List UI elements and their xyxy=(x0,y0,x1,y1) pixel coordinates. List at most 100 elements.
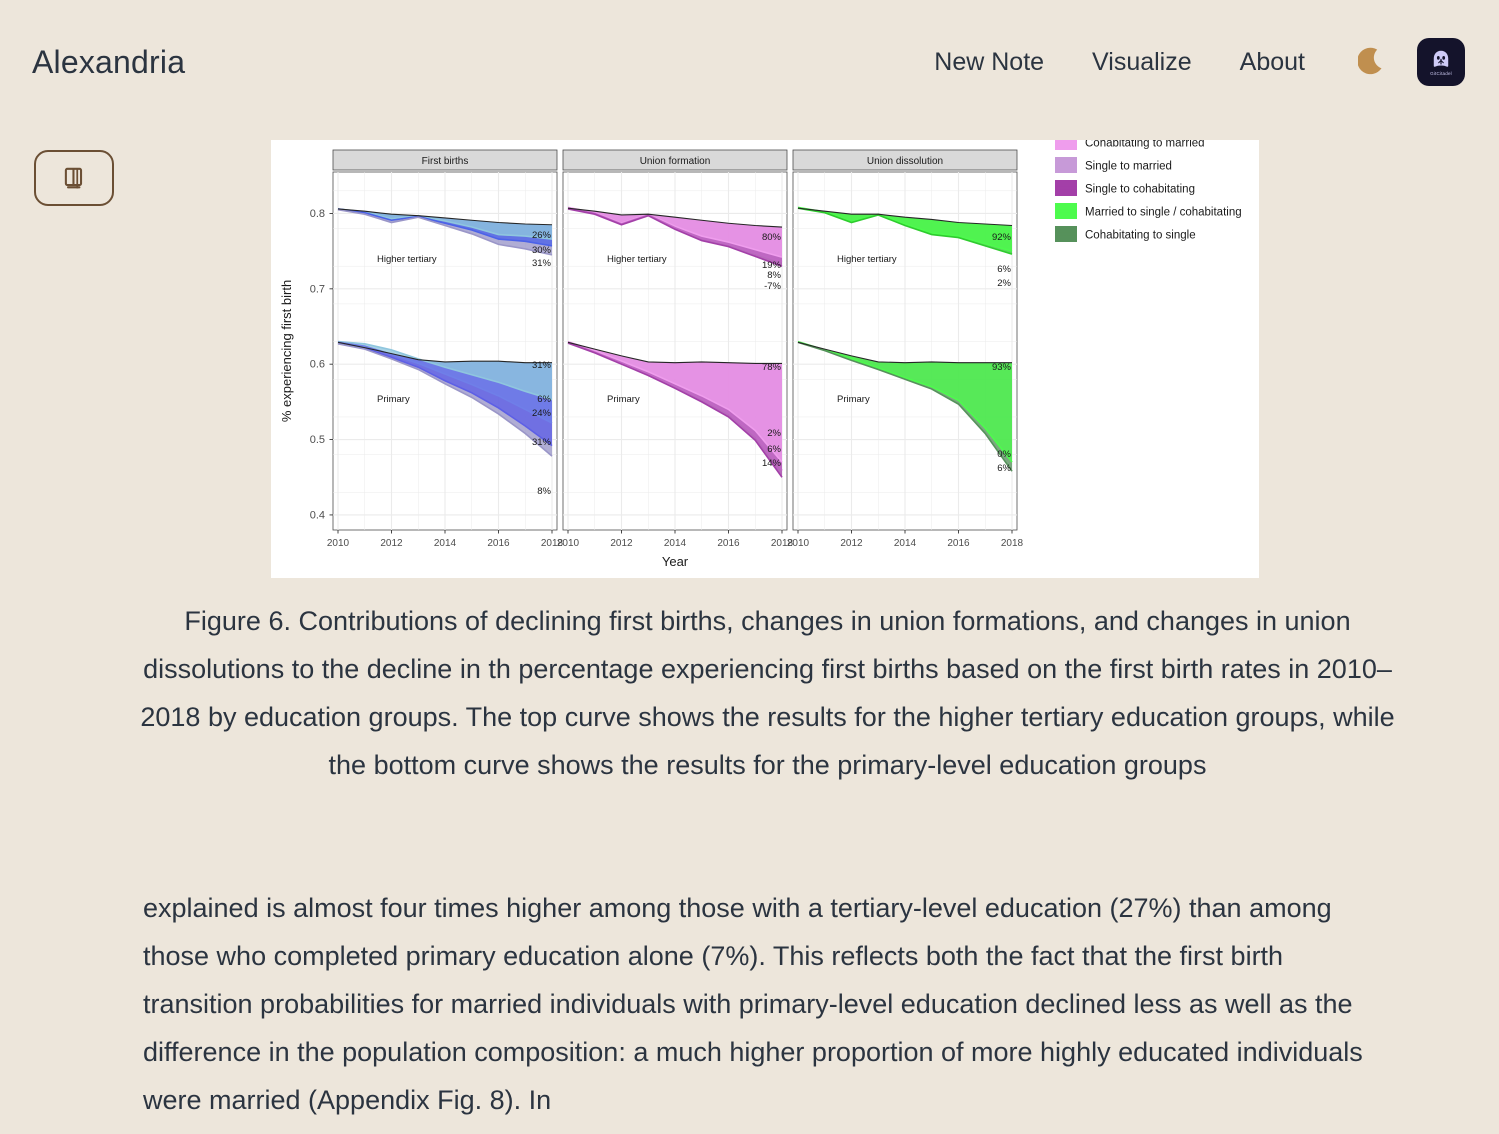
gitcitadel-logo[interactable]: GitCitadel xyxy=(1417,38,1465,86)
series-line xyxy=(337,208,553,247)
group-label: Higher tertiary xyxy=(377,254,437,265)
book-icon xyxy=(64,167,83,189)
page-title: Alexandria xyxy=(32,44,186,80)
series-line xyxy=(337,208,553,240)
series-line xyxy=(337,208,553,256)
x-tick-label: 2014 xyxy=(894,538,917,549)
value-annotation: 8% xyxy=(537,486,551,497)
value-annotation: 92% xyxy=(992,232,1012,243)
value-annotation: 2% xyxy=(997,278,1011,289)
series-line xyxy=(567,341,783,471)
baseline-line xyxy=(337,208,553,226)
legend-label: Married to single / cohabitating xyxy=(1085,207,1242,219)
facet-strip-label: Union formation xyxy=(640,156,711,167)
group-label: Primary xyxy=(837,394,870,405)
y-axis-title: % experiencing first birth xyxy=(279,280,294,422)
value-annotation: 31% xyxy=(532,360,552,371)
facet-strip-label: Union dissolution xyxy=(867,156,943,167)
group-label: Higher tertiary xyxy=(837,254,897,265)
y-tick-label: 0.5 xyxy=(310,434,325,446)
value-annotation: 78% xyxy=(762,362,782,373)
x-tick-label: 2016 xyxy=(487,538,510,549)
x-tick-label: 2016 xyxy=(947,538,970,549)
series-band xyxy=(798,207,1012,252)
figure-chart: First births Higher tertiary Primary 26% 30%… xyxy=(271,140,1259,578)
figure-caption: Figure 6. Contributions of declining fir… xyxy=(140,606,1395,780)
series-line xyxy=(797,341,1013,472)
x-tick-label: 2010 xyxy=(787,538,810,549)
series-line xyxy=(567,342,783,478)
x-tick-label: 2014 xyxy=(434,538,457,549)
x-tick-label: 2018 xyxy=(1001,538,1024,549)
baseline-line xyxy=(567,341,782,364)
series-line xyxy=(337,342,553,447)
article-paragraph: explained is almost four times higher am… xyxy=(143,893,1363,1115)
series-band xyxy=(568,207,782,258)
value-annotation: 2% xyxy=(767,428,781,439)
baseline-line xyxy=(567,207,783,228)
value-annotation: 31% xyxy=(532,258,552,269)
x-tick-label: 2018 xyxy=(541,538,564,549)
group-label: Primary xyxy=(607,394,640,405)
series-band xyxy=(568,341,782,463)
logo-caption: GitCitadel xyxy=(1430,71,1452,76)
hood-icon xyxy=(1433,50,1449,67)
moon-icon[interactable] xyxy=(1357,45,1391,79)
series-band xyxy=(798,341,1012,463)
value-annotation: 6% xyxy=(997,264,1011,275)
legend-label: Cohabitating to married xyxy=(1085,140,1205,150)
x-tick-label: 2012 xyxy=(840,538,863,549)
value-annotation: 31% xyxy=(532,437,552,448)
value-annotation: 80% xyxy=(762,232,782,243)
series-band xyxy=(338,341,552,400)
value-annotation: 6% xyxy=(997,463,1011,474)
facet-strip-label: First births xyxy=(422,156,469,167)
legend-swatch xyxy=(1055,140,1077,150)
x-tick-label: 2010 xyxy=(327,538,350,549)
x-tick-label: 2012 xyxy=(380,538,403,549)
value-annotation: 30% xyxy=(532,245,552,256)
value-annotation: 0% xyxy=(997,449,1011,460)
x-axis-title: Year xyxy=(662,554,689,569)
baseline-line xyxy=(797,341,1012,364)
library-toggle-button[interactable] xyxy=(34,150,114,206)
series-line xyxy=(337,340,553,401)
nav-visualize[interactable]: Visualize xyxy=(1092,47,1192,76)
value-annotation: 26% xyxy=(532,230,552,241)
value-annotation: 24% xyxy=(532,408,552,419)
x-tick-label: 2016 xyxy=(717,538,740,549)
series-line xyxy=(797,207,1013,255)
legend-label: Cohabitating to single xyxy=(1085,230,1196,242)
value-annotation: 6% xyxy=(767,444,781,455)
y-tick-label: 0.8 xyxy=(310,208,325,220)
value-annotation: 93% xyxy=(992,362,1012,373)
nav-about[interactable]: About xyxy=(1239,47,1305,76)
series-line xyxy=(337,343,553,457)
y-tick-label: 0.6 xyxy=(310,359,325,371)
series-line xyxy=(337,341,553,424)
x-tick-label: 2018 xyxy=(771,538,794,549)
legend-label: Single to cohabitating xyxy=(1085,184,1195,196)
value-annotation: 8% xyxy=(767,270,781,281)
nav-new-note[interactable]: New Note xyxy=(934,47,1045,76)
group-label: Higher tertiary xyxy=(607,254,667,265)
series-line xyxy=(797,340,1013,463)
main-nav: New Note Visualize About GitCitadel xyxy=(910,38,1465,86)
value-annotation: 6% xyxy=(537,394,551,405)
app-header: Alexandria New Note Visualize About GitC… xyxy=(0,0,1499,128)
series-band xyxy=(338,208,552,240)
value-annotation: -7% xyxy=(764,281,781,292)
baseline-line xyxy=(797,207,1013,227)
legend-label: Single to married xyxy=(1085,161,1172,173)
x-tick-label: 2014 xyxy=(664,538,687,549)
value-annotation: 14% xyxy=(762,458,782,469)
y-tick-label: 0.4 xyxy=(310,509,325,521)
series-line xyxy=(567,340,783,463)
figure-image: First births Higher tertiary Primary 26% 30%… xyxy=(271,140,1259,578)
x-tick-label: 2010 xyxy=(557,538,580,549)
x-tick-label: 2012 xyxy=(610,538,633,549)
y-tick-label: 0.7 xyxy=(310,283,325,295)
baseline-line xyxy=(337,341,552,364)
series-line xyxy=(567,208,783,267)
